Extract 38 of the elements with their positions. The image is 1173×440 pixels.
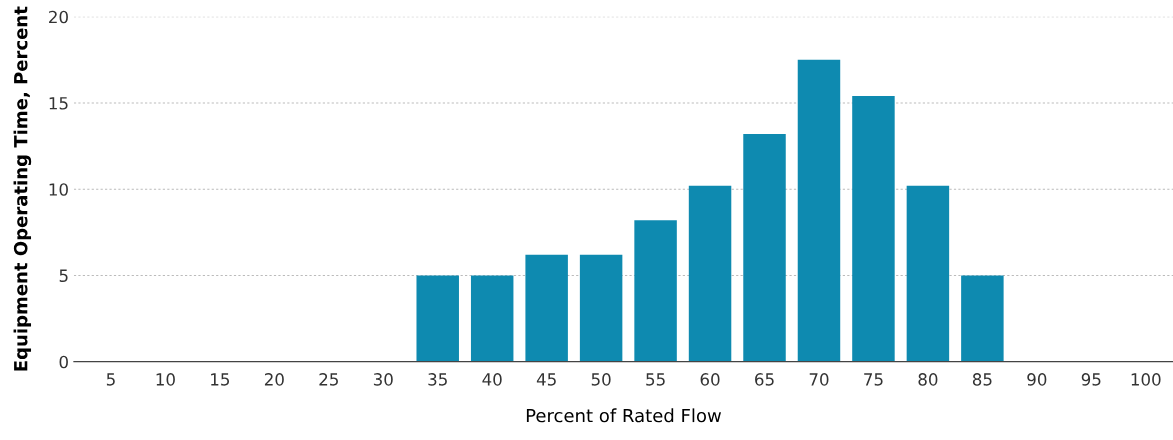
y-tick-label: 10	[49, 183, 68, 196]
bar	[797, 59, 841, 362]
x-tick-label: 35	[428, 373, 447, 386]
x-tick-label: 75	[864, 373, 883, 386]
y-axis-title: Equipment Operating Time, Percent	[13, 6, 32, 371]
x-tick-label: 100	[1131, 373, 1161, 386]
x-tick-label: 80	[918, 373, 938, 386]
x-tick-label: 45	[536, 373, 556, 386]
x-tick-label: 15	[211, 373, 230, 386]
bar	[416, 275, 459, 362]
bar	[634, 220, 677, 362]
x-tick-label: 95	[1081, 373, 1101, 386]
x-tick-label: 10	[156, 373, 175, 386]
x-tick-label: 55	[646, 373, 665, 386]
x-tick-label: 90	[1027, 373, 1047, 386]
x-tick-label: 20	[264, 373, 284, 386]
bar	[961, 275, 1004, 362]
bar	[852, 96, 895, 362]
x-tick-label: 85	[972, 373, 992, 386]
bar	[470, 275, 514, 362]
x-axis-title: Percent of Rated Flow	[526, 408, 721, 423]
bar	[906, 185, 950, 362]
x-tick-label: 70	[809, 373, 829, 386]
x-tick-label: 60	[700, 373, 720, 386]
y-tick-label: 20	[49, 10, 68, 24]
y-tick-label: 15	[49, 97, 68, 110]
y-tick-label: 0	[59, 355, 68, 369]
bar	[525, 254, 568, 362]
x-tick-label: 25	[319, 373, 338, 386]
x-tick-label: 50	[591, 373, 611, 386]
x-tick-label: 30	[373, 373, 393, 386]
x-tick-label: 5	[106, 373, 115, 386]
y-tick-label: 5	[59, 269, 68, 283]
bar	[743, 134, 786, 362]
bar	[579, 254, 623, 362]
bar	[688, 185, 732, 362]
x-tick-label: 40	[482, 373, 502, 386]
x-tick-label: 65	[755, 373, 774, 386]
